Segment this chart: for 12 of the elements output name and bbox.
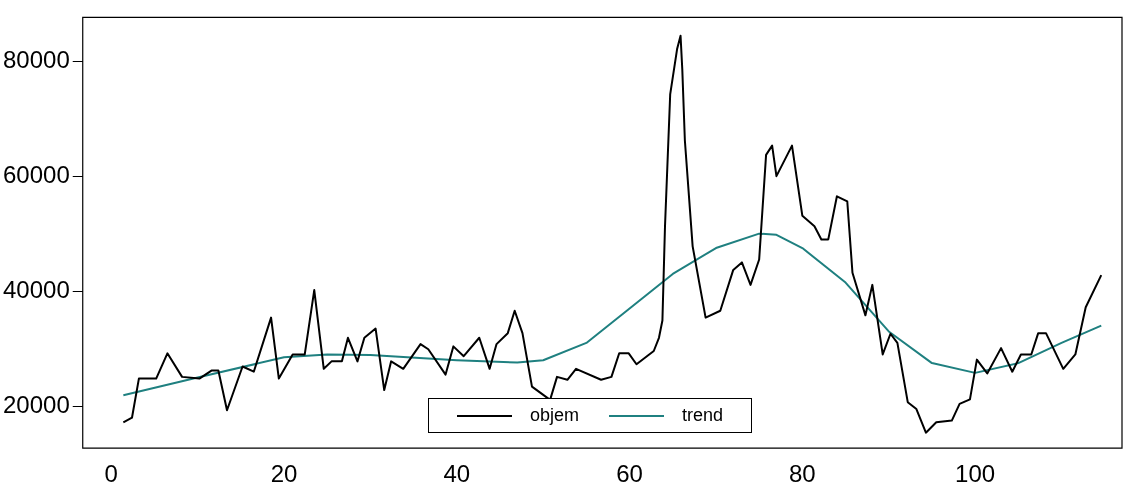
- y-tick-label: 20000: [2, 390, 70, 418]
- y-tick-label: 80000: [2, 45, 70, 73]
- x-tick-label: 100: [955, 460, 996, 488]
- x-tick-label: 40: [443, 460, 471, 488]
- y-tick-label: 40000: [2, 275, 70, 303]
- x-tick-label: 0: [104, 460, 118, 488]
- x-tick-label: 20: [270, 460, 298, 488]
- y-tick-label: 60000: [2, 160, 70, 188]
- legend-label: objem: [529, 405, 579, 426]
- legend-label: trend: [681, 405, 723, 426]
- x-tick-label: 60: [616, 460, 643, 488]
- x-tick-label: 80: [789, 460, 816, 488]
